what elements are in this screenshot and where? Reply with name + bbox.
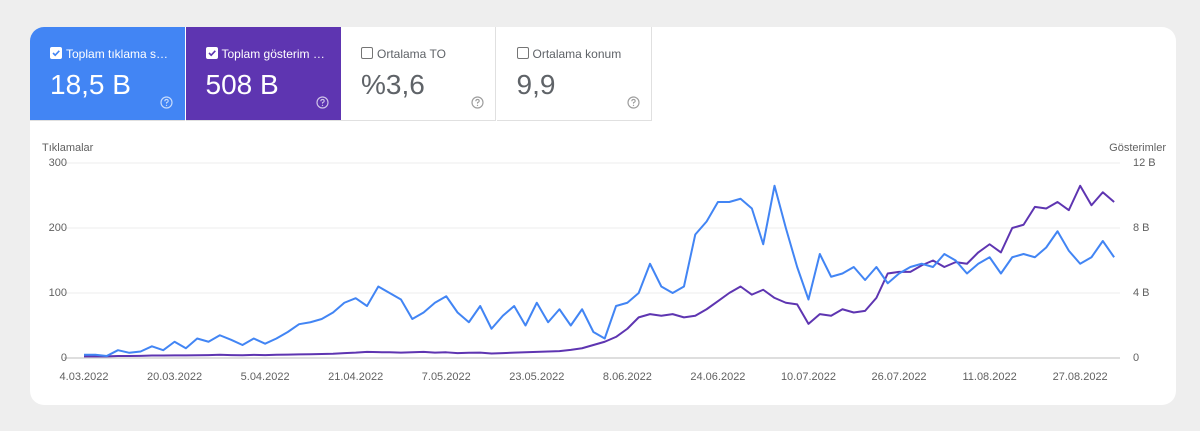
metric-label: Ortalama konum: [532, 47, 622, 61]
metric-tab[interactable]: Ortalama konum 9,9: [496, 27, 652, 121]
x-tick-label: 23.05.2022: [509, 371, 564, 383]
y2-tick-label: 4 B: [1133, 287, 1150, 299]
y-axis-title: Tıklamalar: [42, 142, 94, 154]
checkbox: [516, 47, 529, 59]
x-tick-label: 4.03.2022: [60, 371, 109, 383]
help-icon: [315, 96, 329, 114]
metric-label: Toplam gösterim …: [221, 47, 325, 61]
chart: Tıklamalar Gösterimler 0 100 200 300 0 4 B 8 B…: [42, 142, 1166, 383]
y2-tick-label: 0: [1133, 352, 1139, 364]
checkbox: [205, 47, 218, 59]
metric-tab[interactable]: Toplam tıklama s… 18,5 B: [30, 27, 185, 121]
y2-tick-label: 12 B: [1133, 157, 1156, 169]
metric-value: 9,9: [516, 69, 556, 100]
x-tick-label: 7.05.2022: [422, 371, 471, 383]
x-tick-label: 26.07.2022: [872, 371, 927, 383]
y-tick-label: 0: [61, 352, 67, 364]
help-icon: [471, 96, 484, 114]
metric-value: 508 B: [205, 69, 279, 100]
metric-value: %3,6: [361, 69, 425, 100]
x-tick-label: 21.04.2022: [328, 371, 383, 383]
x-tick-label: 5.04.2022: [241, 371, 290, 383]
y2-axis-title: Gösterimler: [1109, 142, 1166, 154]
checkbox: [361, 47, 373, 59]
metric-label: Ortalama TO: [377, 47, 446, 61]
y-tick-label: 200: [49, 222, 67, 234]
series-line: [84, 184, 1115, 358]
series-line: [84, 184, 1115, 358]
y2-tick-label: 8 B: [1133, 222, 1150, 234]
help-icon: [160, 96, 173, 114]
x-tick-label: 11.08.2022: [962, 371, 1016, 383]
metric-tab[interactable]: Ortalama TO %3,6: [341, 27, 496, 121]
x-tick-label: 10.07.2022: [781, 371, 836, 383]
x-tick-label: 27.08.2022: [1053, 371, 1108, 383]
checkbox: [50, 47, 62, 59]
metric-tab[interactable]: Toplam gösterim … 508 B: [185, 27, 341, 121]
x-tick-label: 8.06.2022: [603, 371, 652, 383]
y-tick-label: 300: [49, 157, 67, 169]
metric-value: 18,5 B: [50, 69, 131, 100]
y-tick-label: 100: [49, 287, 67, 299]
help-icon: [626, 96, 640, 114]
x-tick-label: 24.06.2022: [690, 371, 745, 383]
performance-card: Toplam tıklama s… 18,5 B Toplam gösterim ……: [30, 27, 1176, 405]
x-tick-label: 20.03.2022: [147, 371, 202, 383]
metric-label: Toplam tıklama s…: [66, 47, 169, 61]
